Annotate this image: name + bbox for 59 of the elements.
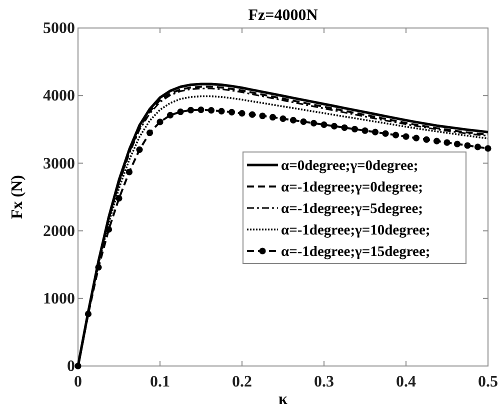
x-tick-label: 0.4 [396,374,416,391]
point [310,120,318,126]
legend-label: α=-1degree;γ=5degree; [281,201,423,217]
chart-title: Fz=4000N [248,7,318,24]
legend-label: α=-1degree;γ=15degree; [281,244,430,260]
point [402,133,410,140]
point [280,115,286,122]
point [320,121,328,128]
point [330,122,338,130]
x-tick-label: 0.5 [478,374,498,391]
point [116,195,122,202]
point [95,264,102,271]
point [474,144,482,150]
x-tick-label: 0.1 [150,374,170,391]
point [187,106,194,114]
point [228,108,236,116]
point [259,112,266,120]
y-tick-label: 4000 [43,88,75,105]
point [444,139,450,146]
point [74,362,82,370]
y-tick-label: 5000 [43,20,75,38]
legend-label: α=0degree;γ=0degree; [281,158,418,174]
point [392,132,400,138]
point [290,116,297,124]
point [198,106,204,114]
y-tick-label: 2000 [43,222,75,240]
y-tick-label: 0 [67,358,75,376]
point [177,108,184,116]
point [382,130,389,137]
point [362,127,368,134]
point [84,310,92,318]
point [126,168,133,176]
x-tick-label: 0.3 [314,374,334,391]
x-tick-label: 0.2 [232,374,252,391]
y-tick-label: 3000 [43,155,75,172]
point [208,107,215,114]
point [300,118,307,125]
point [156,118,164,126]
point [423,136,430,143]
point [238,110,246,117]
point [146,129,154,136]
point [372,128,379,136]
point [433,138,440,144]
point [166,112,174,119]
point [464,142,471,149]
point [248,111,256,118]
point [454,140,461,148]
legend-label: α=-1degree;γ=10degree; [281,222,430,238]
point [351,126,358,132]
y-axis-title: Fx (N) [9,175,26,219]
legend-label: α=-1degree;γ=0degree; [281,180,423,196]
y-tick-label: 1000 [43,290,75,308]
point [218,108,225,114]
point [484,145,492,152]
point [269,114,276,121]
point [341,124,348,131]
x-axis-title: κ [278,391,288,408]
point [412,134,420,142]
point [136,146,143,153]
